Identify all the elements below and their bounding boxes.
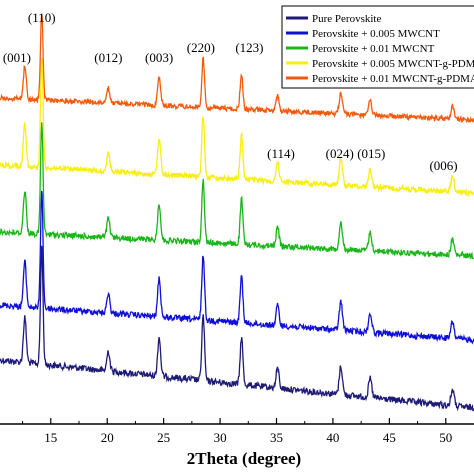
peak-label-7: (024) [326,146,354,161]
series-line-3 [0,57,474,198]
legend-label-3: Perovskite + 0.005 MWCNT-g-PDMAEMA [312,58,474,70]
legend-label-4: Perovskite + 0.01 MWCNT-g-PDMAEMA [312,73,474,85]
x-tick-label-0: 15 [44,430,57,445]
x-tick-label-2: 25 [157,430,170,445]
x-ticks: 15 20 25 30 35 40 45 50 [22,418,452,445]
series-layer [0,14,474,412]
x-tick-label-3: 30 [214,430,227,445]
legend-label-0: Pure Perovskite [312,13,381,25]
series-line-0 [0,245,474,412]
x-tick-label-5: 40 [326,430,339,445]
peak-label-3: (003) [145,50,173,65]
legend-label-1: Perovskite + 0.005 MWCNT [312,28,440,40]
x-tick-label-1: 20 [101,430,114,445]
series-line-2 [0,122,474,260]
legend-items: Pure Perovskite Perovskite + 0.005 MWCNT P… [286,13,474,85]
series-line-4 [0,14,474,124]
legend-box [281,5,474,89]
peak-label-1: (110) [28,10,56,25]
legend-label-2: Perovskite + 0.01 MWCNT [312,43,435,55]
peak-label-9: (006) [429,158,457,173]
x-tick-label-7: 50 [439,430,452,445]
x-tick-label-6: 45 [383,430,396,445]
peak-label-4: (220) [187,40,215,55]
x-tick-label-4: 35 [270,430,283,445]
x-axis-label: 2Theta (degree) [187,449,301,468]
peak-annotations: (001) (110) (012) (003) (220) (123) (114) (024)… [3,10,458,173]
series-line-1 [0,190,474,345]
peak-label-2: (012) [94,50,122,65]
peak-label-6: (114) [267,146,295,161]
peak-label-5: (123) [235,40,263,55]
legend: Pure Perovskite Perovskite + 0.005 MWCNT P… [281,5,474,89]
peak-label-0: (001) [3,50,31,65]
peak-label-8: (015) [357,146,385,161]
